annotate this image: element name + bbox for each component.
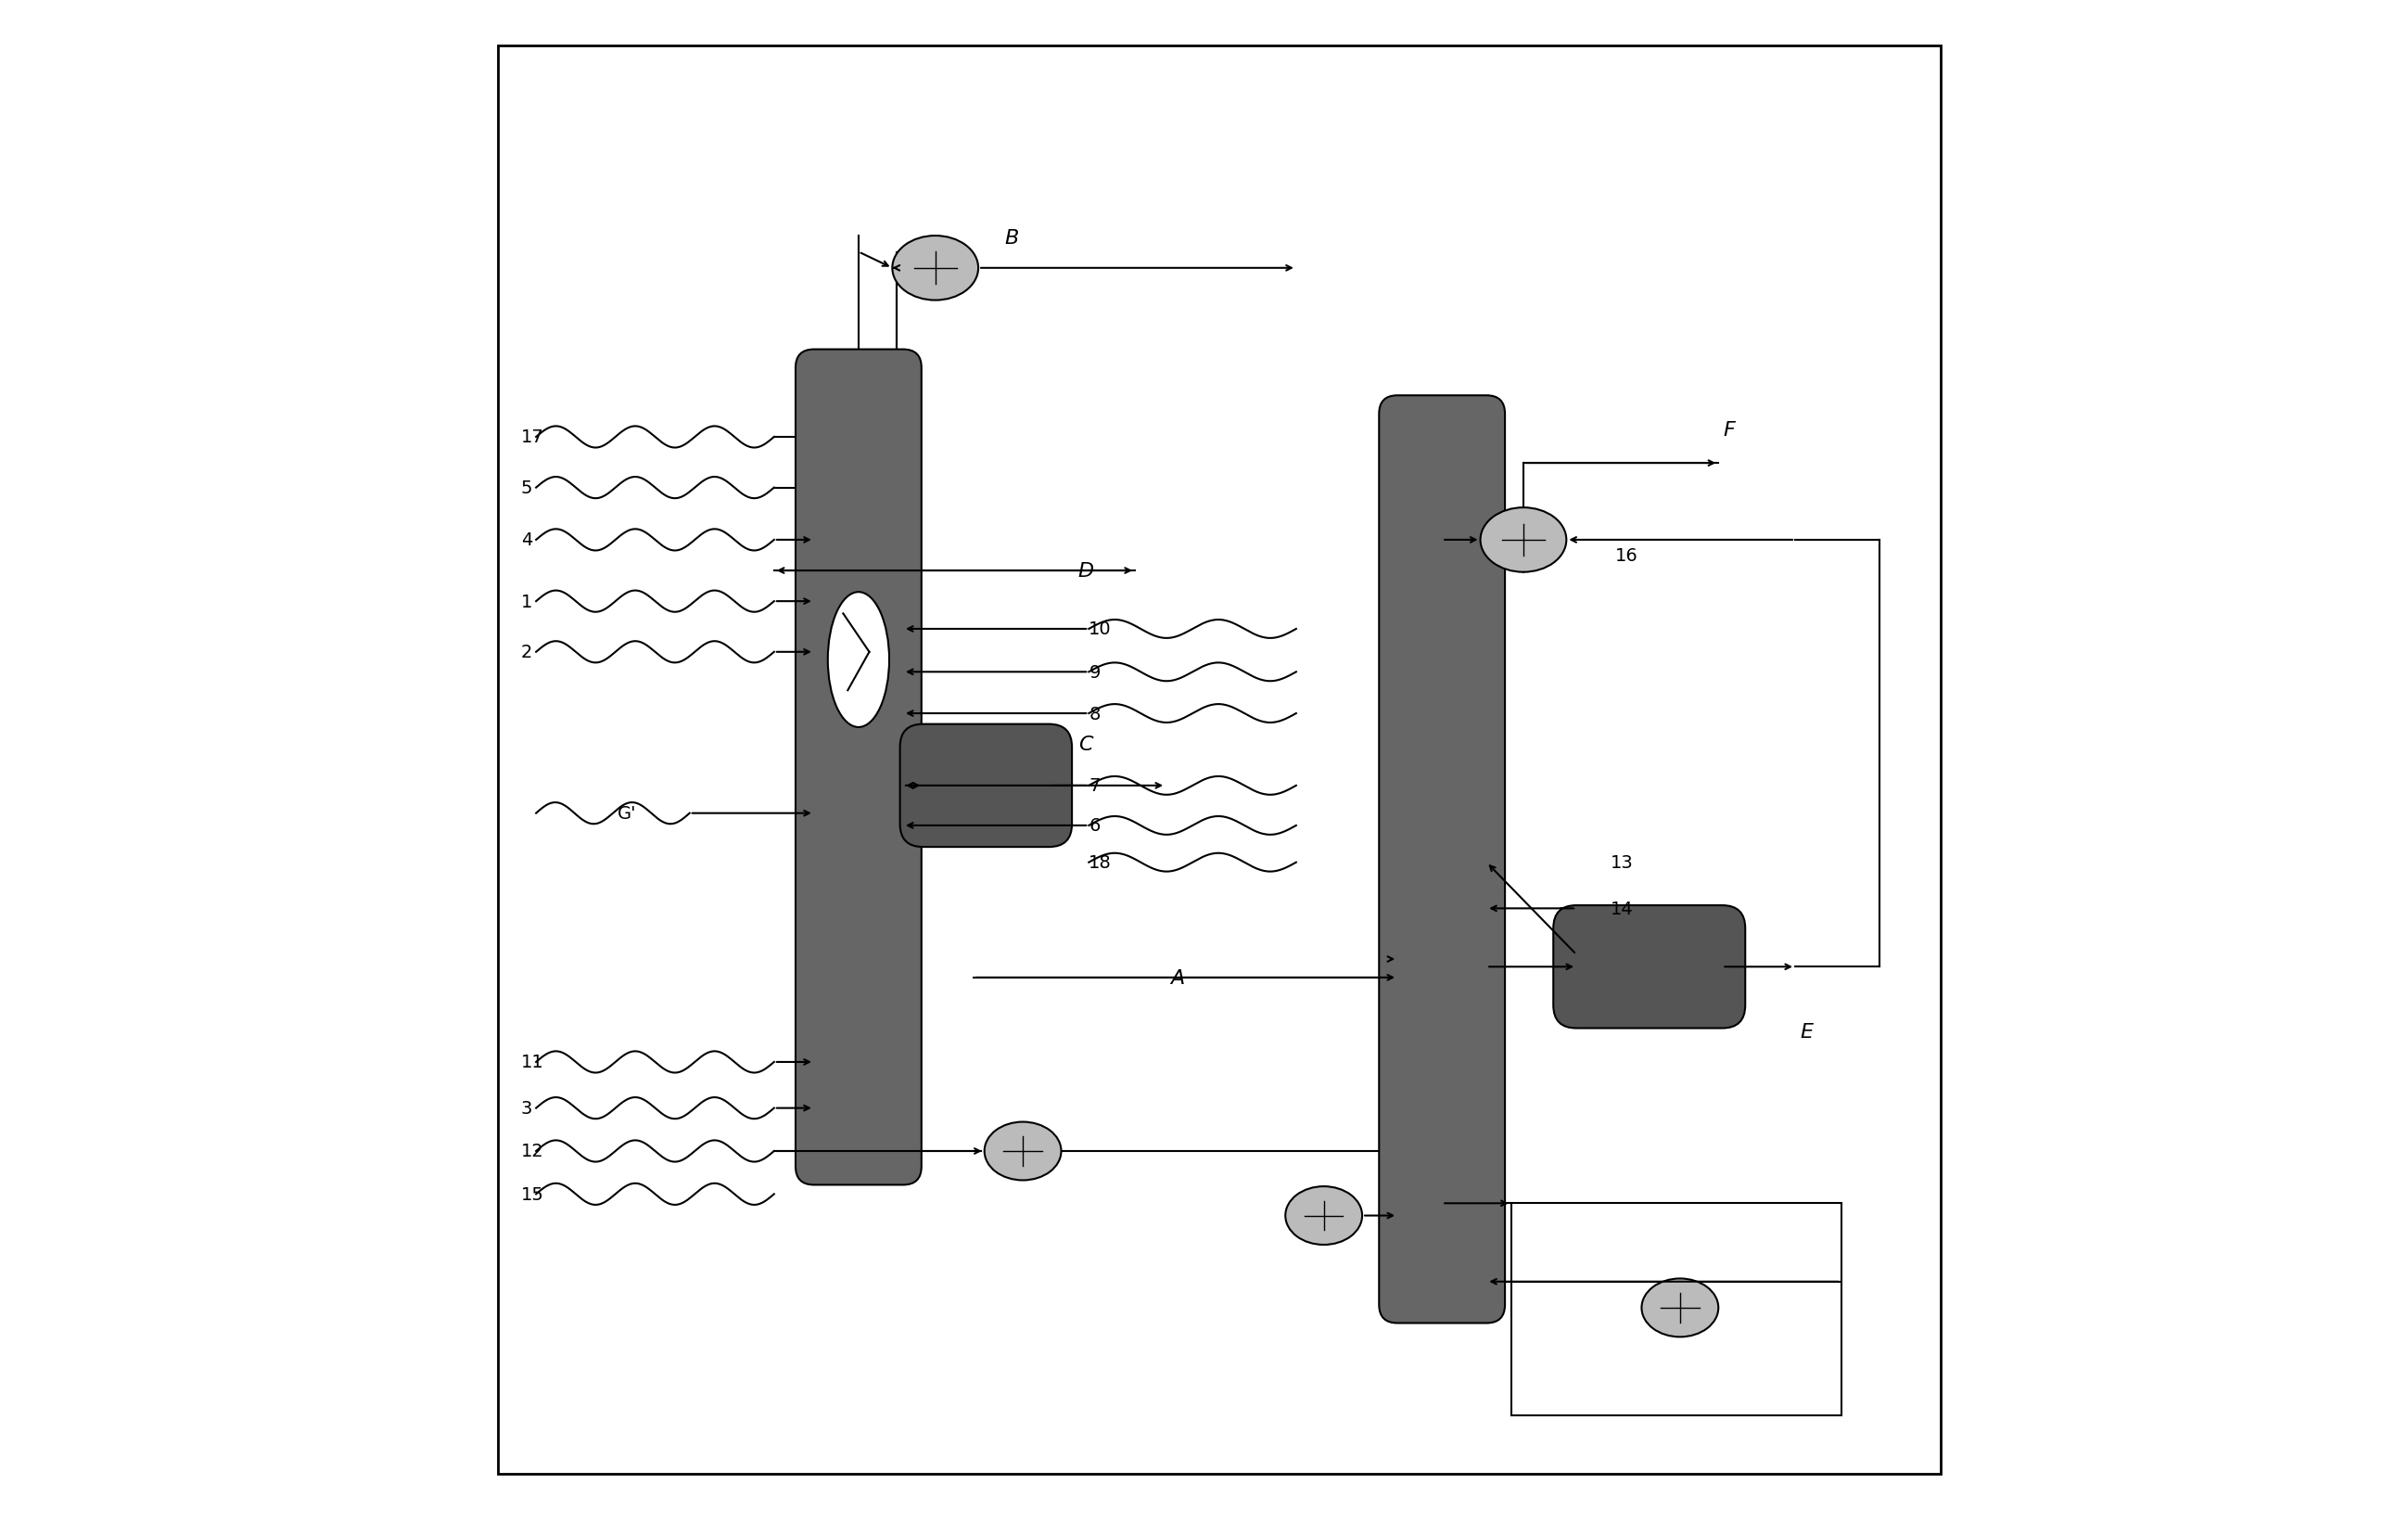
Text: 5: 5 <box>520 479 532 497</box>
Text: 4: 4 <box>520 531 532 550</box>
Ellipse shape <box>1286 1187 1363 1245</box>
Text: C: C <box>1079 735 1093 754</box>
Text: 18: 18 <box>1088 853 1112 872</box>
FancyBboxPatch shape <box>901 725 1072 847</box>
Text: F: F <box>1724 421 1734 439</box>
Text: 17: 17 <box>520 428 544 447</box>
Text: 12: 12 <box>520 1142 544 1160</box>
Text: 11: 11 <box>520 1053 544 1071</box>
Text: 15: 15 <box>520 1185 544 1203</box>
Text: 2: 2 <box>520 643 532 662</box>
Text: 1: 1 <box>520 593 532 611</box>
Text: B: B <box>1004 229 1019 247</box>
FancyBboxPatch shape <box>795 350 922 1185</box>
Text: 7: 7 <box>1088 777 1100 795</box>
Text: 8: 8 <box>1088 705 1100 723</box>
Ellipse shape <box>1481 508 1565 573</box>
Text: 9: 9 <box>1088 663 1100 682</box>
Text: A: A <box>1170 969 1185 987</box>
Text: 3: 3 <box>520 1099 532 1117</box>
Text: G': G' <box>616 804 636 823</box>
FancyBboxPatch shape <box>1380 396 1505 1323</box>
Text: 16: 16 <box>1616 546 1637 565</box>
Text: E: E <box>1799 1022 1813 1041</box>
Text: 14: 14 <box>1611 900 1635 918</box>
Text: 10: 10 <box>1088 620 1112 639</box>
Text: D: D <box>1079 562 1093 580</box>
Text: 6: 6 <box>1088 817 1100 835</box>
Bar <box>1512 1203 1842 1415</box>
Ellipse shape <box>893 236 978 301</box>
Ellipse shape <box>1642 1279 1719 1337</box>
Ellipse shape <box>985 1122 1062 1180</box>
Text: 13: 13 <box>1611 853 1635 872</box>
Ellipse shape <box>828 593 889 728</box>
FancyBboxPatch shape <box>1553 906 1746 1028</box>
